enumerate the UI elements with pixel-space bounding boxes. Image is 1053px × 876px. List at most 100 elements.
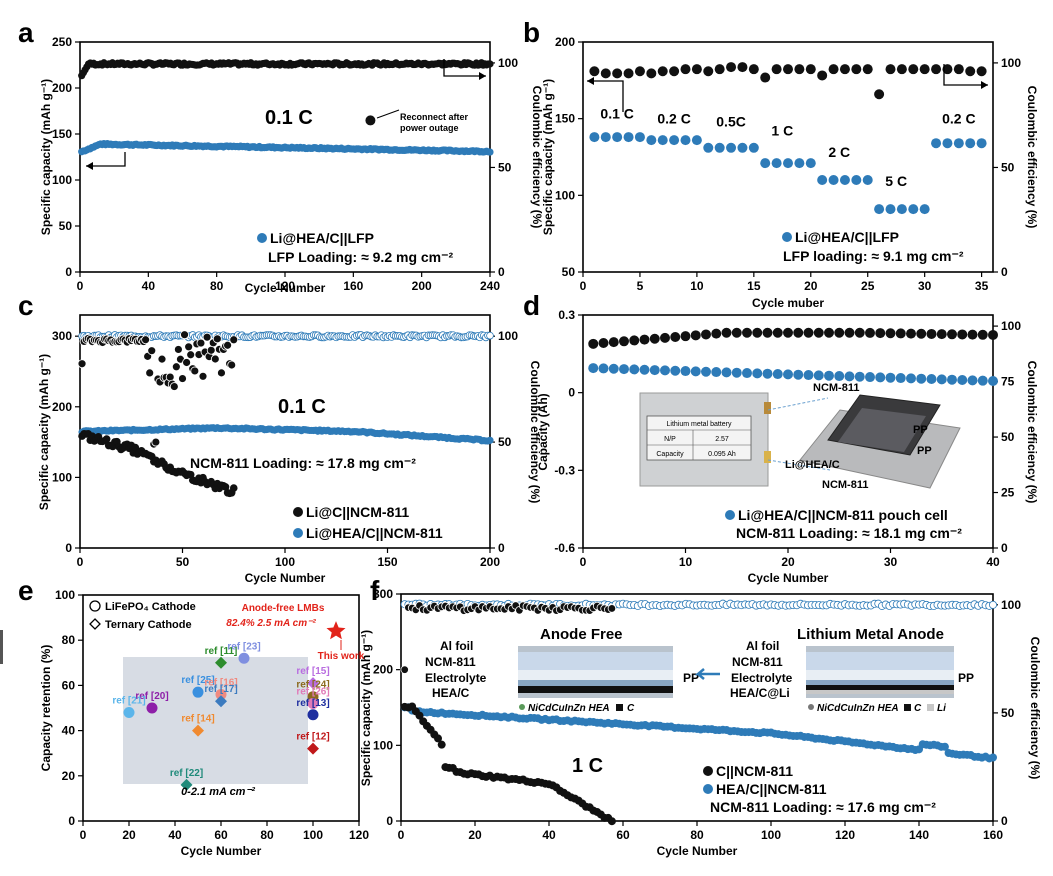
ce-point xyxy=(608,337,619,348)
ref-label: ref [16] xyxy=(204,677,237,688)
c-capacity-point xyxy=(434,734,442,743)
ce-point xyxy=(936,329,947,340)
hea-ce-point xyxy=(989,600,998,609)
panel-b-left-arrow xyxy=(587,80,624,112)
x-tick-label: 200 xyxy=(480,555,500,569)
c-ce-point xyxy=(157,354,167,364)
y2-tick-label: 0 xyxy=(1001,265,1008,279)
ce-point xyxy=(896,64,907,75)
capacity-point xyxy=(742,368,752,379)
x-tick-label: 50 xyxy=(176,555,190,569)
ce-point xyxy=(844,327,855,338)
ce-point xyxy=(634,66,645,77)
schematic-right-layer-2: NCM-811 xyxy=(732,655,783,669)
schematic-anode-free: Anode Free Al foil NCM-811 Electrolyte H… xyxy=(425,626,699,714)
capacity-point xyxy=(639,364,650,375)
schematic-arrow-icon xyxy=(694,668,720,680)
ce-point xyxy=(839,64,850,75)
ce-point xyxy=(680,331,691,342)
capacity-point xyxy=(619,364,629,375)
photo-label-ncm-top: NCM-811 xyxy=(813,382,859,394)
ce-point xyxy=(908,64,919,75)
capacity-point xyxy=(486,148,494,156)
capacity-point xyxy=(813,370,824,381)
x-tick-label: 20 xyxy=(122,828,136,842)
ce-point xyxy=(834,327,845,338)
c-ce-point xyxy=(210,354,220,364)
pouch-table-np-value: 2.57 xyxy=(715,436,729,443)
capacity-point xyxy=(854,371,865,382)
y2-tick-label: 100 xyxy=(498,56,518,70)
rate-label: 0.1 C xyxy=(600,106,633,122)
photo-label-pp-2: PP xyxy=(917,445,932,457)
x-tick-label: 40 xyxy=(142,279,156,293)
ce-point xyxy=(726,62,737,73)
y-tick-label: 0 xyxy=(65,265,72,279)
capacity-point xyxy=(726,142,737,153)
x-tick-label: 15 xyxy=(747,279,761,293)
ce-point xyxy=(957,329,968,340)
ce-point xyxy=(649,333,660,344)
c-ce-point xyxy=(182,358,192,367)
panel-b-label: b xyxy=(523,17,540,48)
capacity-point xyxy=(976,138,987,149)
panel-f: f 0 20 40 60 80 100 120 140 1600100200300050100 … xyxy=(359,575,1042,858)
y-tick-label: 100 xyxy=(55,588,75,602)
ce-point xyxy=(623,68,634,79)
ce-point xyxy=(824,327,834,338)
x-tick-label: 20 xyxy=(804,279,818,293)
ce-point xyxy=(701,329,711,340)
panel-f-ylabel: Specific capacity (mAh g⁻¹) xyxy=(359,630,373,786)
capacity-point xyxy=(762,368,773,379)
c-ce-point xyxy=(400,665,409,674)
pouch-table-cap-label: Capacity xyxy=(656,451,684,458)
y-tick-label: 50 xyxy=(562,265,576,279)
photo-label-pp-1: PP xyxy=(913,424,928,436)
ref-label: ref [26] xyxy=(296,686,329,697)
capacity-point xyxy=(598,363,609,374)
y-tick-label: 0 xyxy=(568,386,575,400)
y2-tick-label: 0 xyxy=(1001,541,1008,555)
c-ce-point xyxy=(198,371,208,381)
panel-f-legend1-marker xyxy=(703,766,713,776)
y-tick-label: 200 xyxy=(373,663,393,677)
x-tick-label: 120 xyxy=(349,828,369,842)
this-work-star-icon xyxy=(326,621,346,640)
panel-a-legend-text: Li@HEA/C||LFP xyxy=(270,230,374,246)
panel-c-loading: NCM-811 Loading: ≈ 17.8 mg cm⁻² xyxy=(190,455,416,471)
y-tick-label: 100 xyxy=(373,738,393,752)
panel-a-loading: LFP Loading: ≈ 9.2 mg cm⁻² xyxy=(268,249,454,265)
ce-point xyxy=(919,64,930,75)
panel-b-ylabel: Specific capacity (mAh g⁻¹) xyxy=(541,79,555,235)
ce-point xyxy=(711,328,722,339)
c-ce-point xyxy=(227,360,237,370)
capacity-point xyxy=(824,370,834,381)
ce-point xyxy=(942,64,953,75)
panel-e-legend-diamond-text: Ternary Cathode xyxy=(105,619,192,631)
panel-a-y2label: Coulombic efficiency (%) xyxy=(530,86,544,229)
hea-ce-point xyxy=(486,331,494,340)
panel-e-anode-free-value: 82.4% 2.5 mA cm⁻² xyxy=(226,618,316,629)
ce-point xyxy=(803,327,814,338)
ref-label: ref [13] xyxy=(296,698,329,709)
ce-point xyxy=(953,64,964,75)
capacity-point xyxy=(885,372,896,383)
panel-c-y2label: Coulombic efficiency (%) xyxy=(528,361,542,504)
capacity-point xyxy=(629,364,640,375)
c-ce-point xyxy=(151,437,161,447)
capacity-point xyxy=(839,175,850,185)
ref-circle-marker xyxy=(215,688,227,700)
panel-f-legend2-marker xyxy=(703,784,713,794)
c-ce-point xyxy=(212,334,222,344)
c-ce-point xyxy=(171,362,181,372)
panel-d: d 0 10 20 30 40 -0.6 -0.3 0 0.3 0 25 50 75 100 Cycle … xyxy=(523,290,1039,585)
panel-e-anode-free-title: Anode-free LMBs xyxy=(242,603,325,614)
capacity-point xyxy=(646,135,657,146)
ce-point xyxy=(639,334,650,345)
y2-tick-label: 100 xyxy=(1001,56,1021,70)
ce-point xyxy=(646,68,657,79)
panel-e-this-work: This work xyxy=(318,651,365,662)
x-tick-label: 100 xyxy=(275,555,295,569)
